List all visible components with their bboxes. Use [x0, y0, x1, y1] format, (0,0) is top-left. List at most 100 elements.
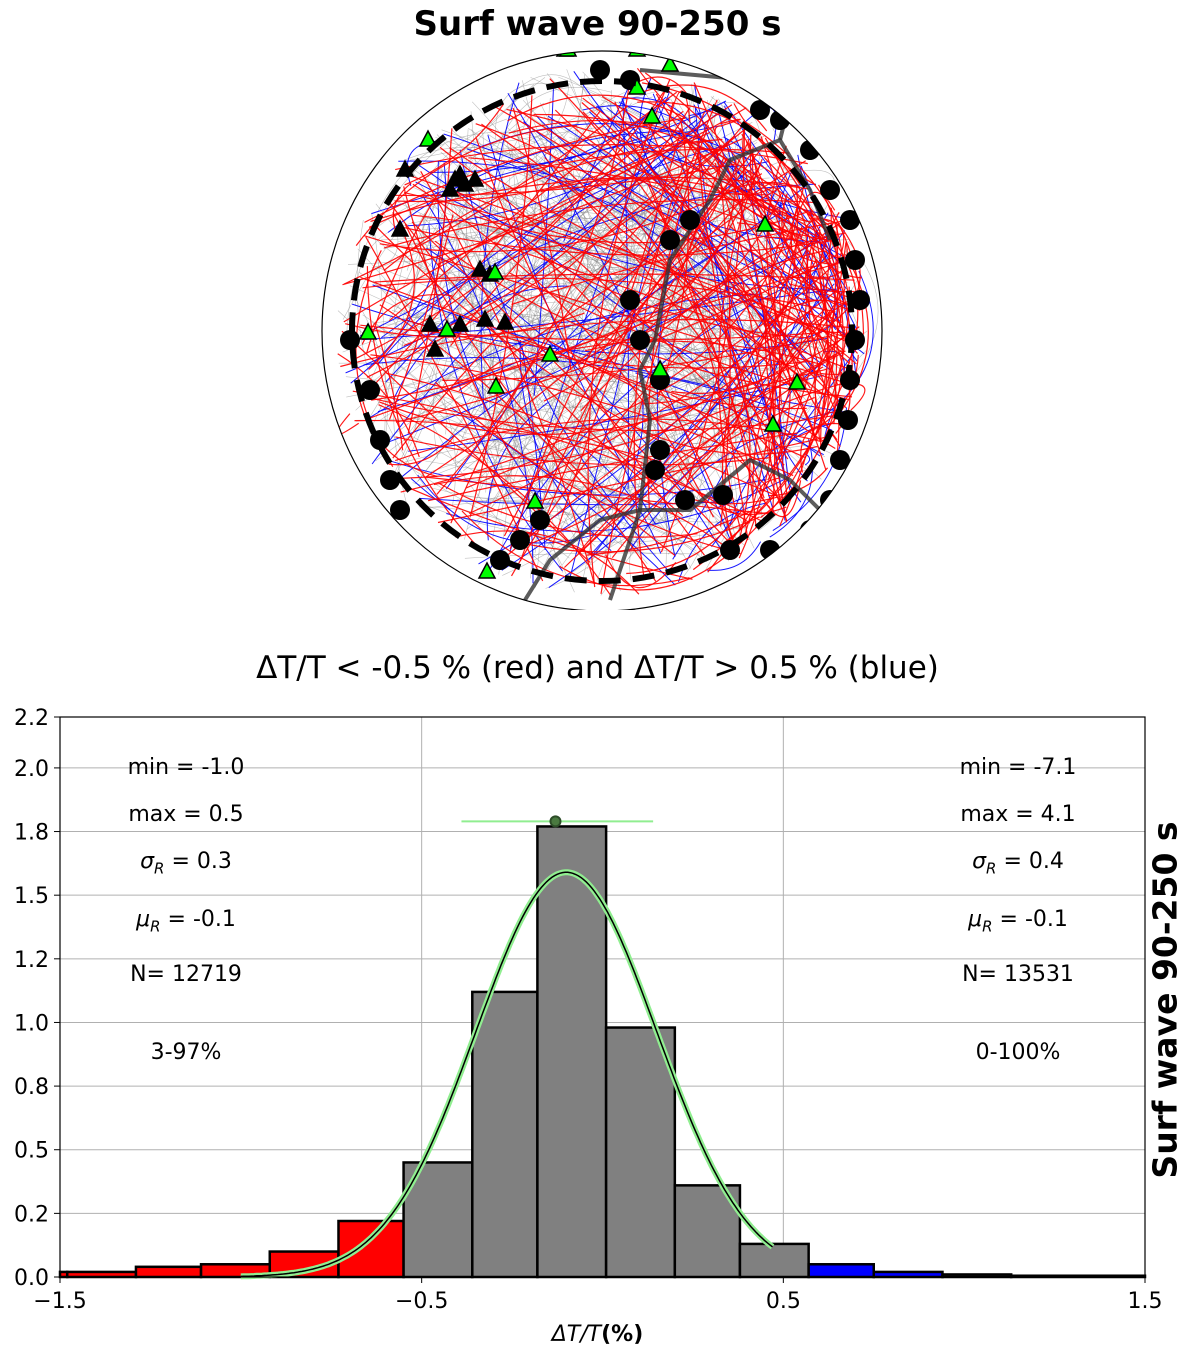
red-ray-path — [388, 435, 455, 466]
gray-ray-path — [679, 167, 707, 280]
red-ray-path — [714, 125, 723, 133]
red-ray-path — [449, 147, 856, 341]
gray-ray-path — [546, 73, 709, 465]
red-ray-path — [741, 275, 787, 523]
earthquake-event — [390, 500, 410, 520]
red-ray-path — [744, 168, 774, 196]
red-ray-path — [395, 144, 808, 171]
earthquake-event — [530, 510, 550, 530]
station-green — [660, 54, 680, 72]
red-ray-path — [341, 330, 591, 563]
earthquake-event — [820, 180, 840, 200]
red-ray-path — [343, 131, 711, 323]
station-green — [525, 491, 545, 509]
earthquake-event — [845, 330, 865, 350]
left-mu-value: -0.1 — [192, 907, 236, 932]
gray-ray-path — [597, 518, 656, 555]
red-ray-path — [768, 307, 827, 482]
gray-ray-path — [469, 225, 578, 338]
gray-ray-path — [517, 74, 588, 94]
station-black — [390, 219, 410, 237]
blue-ray-path — [417, 474, 596, 544]
gray-ray-path — [602, 141, 680, 237]
gray-ray-path — [433, 188, 478, 284]
histogram-bar — [65, 1270, 138, 1279]
blue-ray-path — [371, 136, 693, 465]
earthquake-event — [630, 330, 650, 350]
gray-ray-path — [357, 248, 597, 540]
gray-ray-path — [680, 316, 772, 354]
red-ray-path — [379, 173, 763, 253]
red-ray-path — [404, 224, 676, 556]
blue-ray-path — [345, 108, 711, 374]
y-tick-label: 1.5 — [14, 884, 49, 909]
red-ray-path — [817, 223, 861, 334]
earthquake-event — [360, 380, 380, 400]
red-ray-path — [370, 354, 794, 477]
blue-ray-path — [385, 96, 667, 383]
red-ray-path — [819, 229, 862, 279]
red-ray-path — [407, 128, 453, 434]
gray-ray-path — [583, 181, 670, 258]
red-ray-path — [549, 78, 782, 503]
station-black — [420, 314, 440, 332]
red-ray-path — [412, 214, 807, 384]
x-axis-label: ΔT/T(%) — [551, 1322, 644, 1347]
red-ray-path — [552, 99, 718, 545]
red-ray-path — [375, 326, 404, 451]
red-ray-path — [644, 72, 848, 386]
red-ray-path — [743, 138, 777, 540]
red-ray-path — [544, 157, 789, 460]
right-stat-mu: μR = -0.1 — [968, 907, 1068, 936]
earthquake-event — [713, 485, 733, 505]
station-black — [465, 169, 485, 187]
red-ray-path — [636, 76, 689, 97]
left-sigma-value: 0.3 — [196, 849, 232, 874]
world-map-ray-paths — [321, 50, 883, 610]
blue-ray-path — [480, 82, 520, 413]
globe-outline — [321, 50, 883, 610]
histogram-bar — [337, 1219, 405, 1279]
histogram-chart: 0.0 0.2 0.5 0.8 1.0 1.2 1.5 1.8 2.0 2.2 −1.5 −0.5 0.… — [14, 706, 1163, 1314]
y-tick-label: 0.8 — [14, 1075, 49, 1100]
earthquake-events — [340, 60, 870, 570]
blue-ray-path — [573, 71, 843, 307]
earthquake-event — [675, 490, 695, 510]
red-ray-path — [370, 110, 601, 389]
red-ray-path — [371, 290, 696, 401]
station-green — [650, 359, 670, 377]
gray-ray-path — [505, 86, 584, 459]
gray-ray-path — [413, 213, 425, 301]
blue-ray-path — [371, 125, 721, 215]
gray-ray-path — [422, 217, 728, 329]
red-ray-path — [745, 141, 839, 385]
earthquake-event — [590, 60, 610, 80]
blue-ray-path — [418, 164, 821, 457]
red-ray-path — [766, 145, 811, 389]
station-black — [495, 312, 515, 330]
gray-ray-path — [495, 87, 612, 153]
red-ray-path — [810, 241, 848, 279]
earthquake-event — [770, 110, 790, 130]
blue-ray-path — [803, 453, 811, 466]
gray-ray-path — [427, 118, 507, 178]
earthquake-event — [680, 210, 700, 230]
red-ray-path — [779, 265, 817, 315]
station-green — [755, 214, 775, 232]
gray-ray-path — [418, 506, 570, 559]
red-ray-path — [636, 67, 830, 223]
red-ray-path — [345, 312, 585, 338]
red-ray-path — [587, 79, 671, 588]
side-label: Surf wave 90-250 s — [1145, 821, 1185, 1179]
red-ray-path — [383, 199, 817, 249]
station-green — [477, 561, 497, 579]
red-ray-path — [450, 110, 684, 347]
red-ray-path — [670, 393, 758, 489]
gray-ray-path — [465, 129, 502, 468]
y-tick-label: 2.0 — [14, 757, 49, 782]
left-stat-sigma: σR = 0.3 — [140, 849, 232, 878]
red-ray-path — [821, 314, 846, 334]
red-ray-path — [804, 234, 845, 352]
histogram-bar — [536, 825, 608, 1279]
gray-ray-path — [366, 230, 563, 285]
